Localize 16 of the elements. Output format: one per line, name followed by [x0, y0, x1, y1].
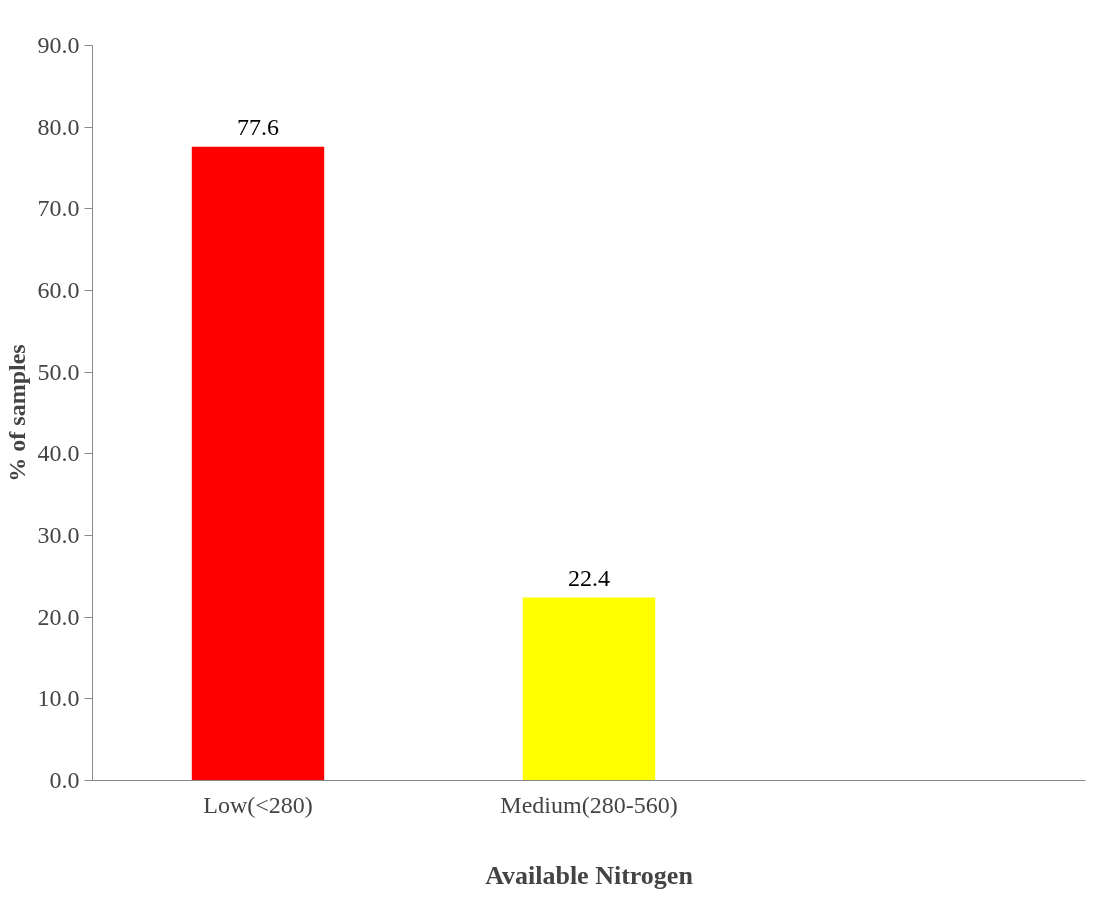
data-label: 22.4 [568, 564, 610, 591]
y-tick-label: 60.0 [37, 277, 80, 303]
y-tick-label: 30.0 [37, 522, 80, 548]
y-tick-label: 70.0 [37, 195, 80, 222]
x-tick-label: Low(<280) [203, 791, 313, 818]
y-tick-label: 90.0 [37, 32, 80, 58]
y-tick-label: 0.0 [49, 767, 80, 793]
x-tick-label: Medium(280-560) [500, 791, 678, 818]
y-tick-label: 80.0 [37, 113, 80, 140]
y-tick-label: 20.0 [37, 603, 80, 630]
x-axis-title: Available Nitrogen [485, 860, 694, 890]
y-axis-title: % of samples [3, 344, 30, 482]
y-tick-label: 50.0 [37, 358, 80, 385]
y-tick-label: 10.0 [37, 685, 80, 712]
y-tick-label: 40.0 [37, 440, 80, 467]
data-label: 77.6 [237, 113, 279, 140]
